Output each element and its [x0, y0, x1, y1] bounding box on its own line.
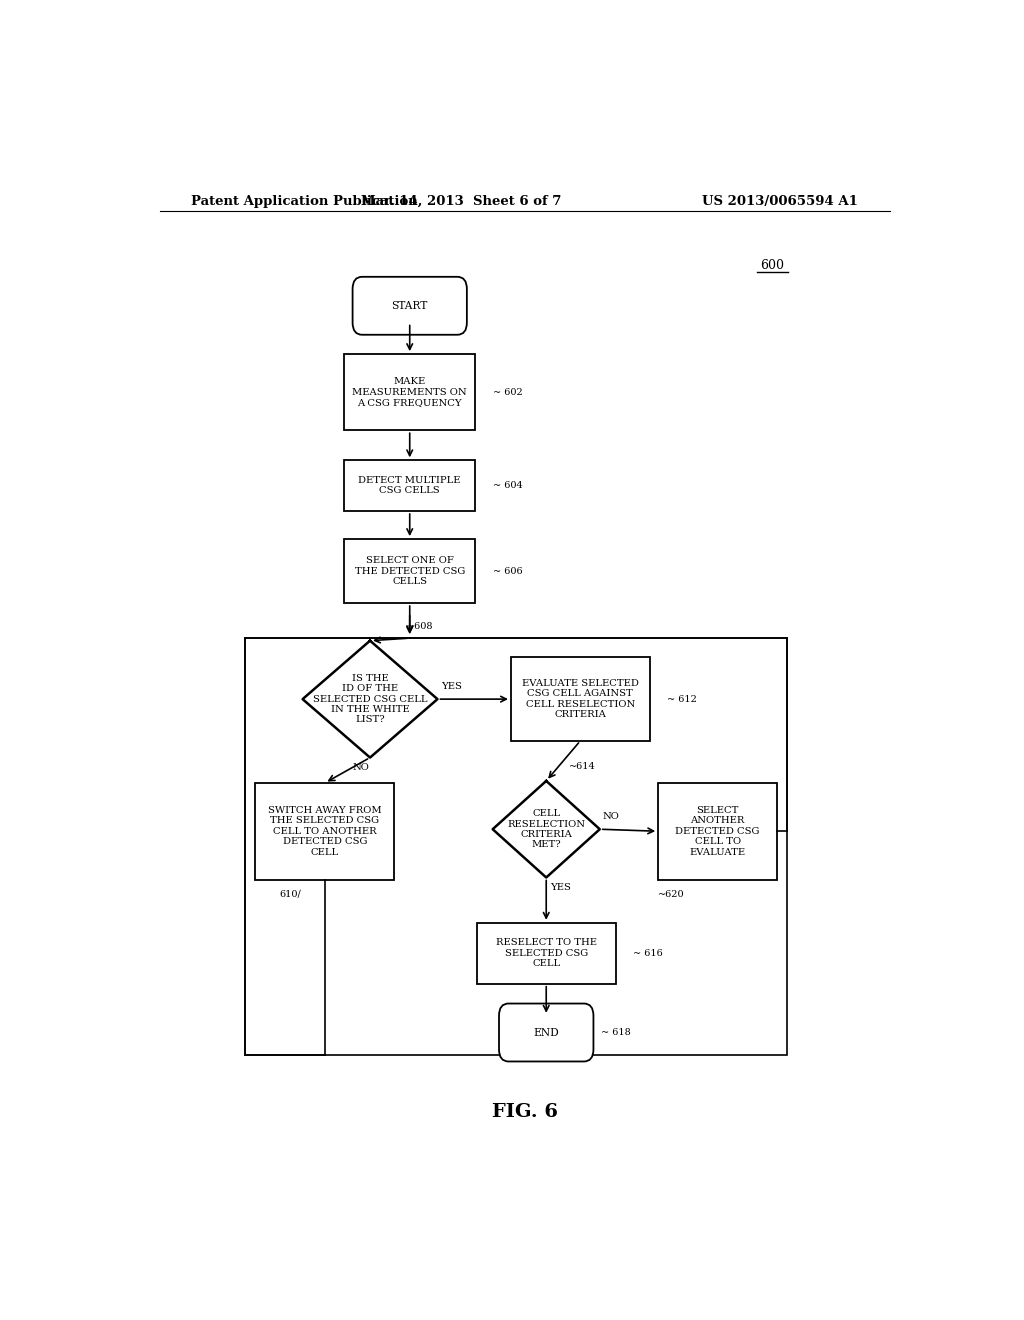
FancyBboxPatch shape: [499, 1003, 594, 1061]
FancyBboxPatch shape: [658, 783, 777, 879]
Text: ~ 612: ~ 612: [668, 694, 697, 704]
FancyBboxPatch shape: [477, 923, 615, 983]
FancyBboxPatch shape: [344, 354, 475, 430]
Text: EVALUATE SELECTED
CSG CELL AGAINST
CELL RESELECTION
CRITERIA: EVALUATE SELECTED CSG CELL AGAINST CELL …: [522, 678, 639, 719]
Text: US 2013/0065594 A1: US 2013/0065594 A1: [702, 194, 858, 207]
Text: RESELECT TO THE
SELECTED CSG
CELL: RESELECT TO THE SELECTED CSG CELL: [496, 939, 597, 968]
Text: MAKE
MEASUREMENTS ON
A CSG FREQUENCY: MAKE MEASUREMENTS ON A CSG FREQUENCY: [352, 378, 467, 407]
Text: ~ 602: ~ 602: [493, 388, 522, 397]
Text: ~ 606: ~ 606: [493, 566, 522, 576]
Text: 610∕: 610∕: [280, 890, 301, 899]
Text: ~614: ~614: [569, 762, 596, 771]
Text: FIG. 6: FIG. 6: [492, 1102, 558, 1121]
Text: CELL
RESELECTION
CRITERIA
MET?: CELL RESELECTION CRITERIA MET?: [507, 809, 586, 849]
Text: NO: NO: [352, 763, 369, 772]
Text: Patent Application Publication: Patent Application Publication: [191, 194, 418, 207]
Text: SELECT
ANOTHER
DETECTED CSG
CELL TO
EVALUATE: SELECT ANOTHER DETECTED CSG CELL TO EVAL…: [676, 807, 760, 857]
Bar: [246, 638, 786, 1055]
Text: SELECT ONE OF
THE DETECTED CSG
CELLS: SELECT ONE OF THE DETECTED CSG CELLS: [354, 556, 465, 586]
FancyBboxPatch shape: [352, 277, 467, 335]
FancyBboxPatch shape: [511, 657, 650, 741]
Text: DETECT MULTIPLE
CSG CELLS: DETECT MULTIPLE CSG CELLS: [358, 477, 461, 495]
Text: YES: YES: [550, 883, 571, 891]
Text: IS THE
ID OF THE
SELECTED CSG CELL
IN THE WHITE
LIST?: IS THE ID OF THE SELECTED CSG CELL IN TH…: [312, 673, 427, 725]
Polygon shape: [303, 640, 437, 758]
Text: 600: 600: [761, 259, 784, 272]
Text: ~ 618: ~ 618: [601, 1028, 631, 1038]
Text: SWITCH AWAY FROM
THE SELECTED CSG
CELL TO ANOTHER
DETECTED CSG
CELL: SWITCH AWAY FROM THE SELECTED CSG CELL T…: [268, 807, 382, 857]
Text: ~620: ~620: [658, 890, 685, 899]
Text: NO: NO: [603, 812, 620, 821]
Text: ~608: ~608: [407, 622, 433, 631]
Text: ~ 604: ~ 604: [493, 482, 522, 490]
Polygon shape: [493, 781, 600, 878]
Text: START: START: [391, 301, 428, 310]
Text: ~ 616: ~ 616: [633, 949, 663, 958]
Text: Mar. 14, 2013  Sheet 6 of 7: Mar. 14, 2013 Sheet 6 of 7: [361, 194, 561, 207]
Text: YES: YES: [440, 682, 462, 690]
Text: END: END: [534, 1027, 559, 1038]
FancyBboxPatch shape: [344, 461, 475, 511]
FancyBboxPatch shape: [255, 783, 394, 879]
FancyBboxPatch shape: [344, 539, 475, 603]
